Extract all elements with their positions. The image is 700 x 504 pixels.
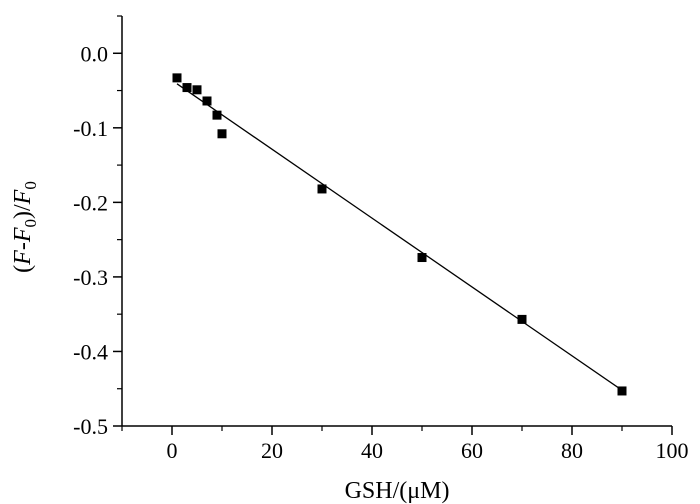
y-label-part: F xyxy=(10,189,36,205)
y-label-part: )/ xyxy=(10,204,36,219)
x-tick-label: 0 xyxy=(167,438,178,463)
data-point xyxy=(617,386,627,396)
tick-labels: 0 20 40 60 80 100 0.0 -0.1 -0.2 -0.3 -0.4 -0.5 xyxy=(73,41,688,463)
x-tick-label: 20 xyxy=(261,438,283,463)
data-points xyxy=(172,73,627,396)
y-tick-label: -0.5 xyxy=(73,414,108,439)
x-tick-label: 100 xyxy=(656,438,689,463)
y-axis-label: (F-F0)/F0 xyxy=(10,181,40,273)
data-point xyxy=(417,253,427,263)
y-label-part: - xyxy=(10,242,36,250)
data-point xyxy=(172,73,182,83)
ticks xyxy=(113,15,673,435)
data-point xyxy=(317,184,327,194)
y-label-part: F xyxy=(10,227,36,243)
data-point xyxy=(212,110,222,120)
x-tick-label: 80 xyxy=(561,438,583,463)
fit-line-group xyxy=(176,83,623,391)
x-tick-label: 40 xyxy=(361,438,383,463)
y-tick-label: -0.2 xyxy=(73,190,108,215)
y-label-part: 0 xyxy=(21,181,40,190)
y-tick-label: -0.1 xyxy=(73,116,108,141)
y-tick-label: -0.4 xyxy=(73,339,108,364)
axes xyxy=(121,16,672,427)
y-label-part: 0 xyxy=(21,219,40,228)
data-point xyxy=(182,83,192,93)
y-label-part: ( xyxy=(10,265,36,273)
x-axis-label: GSH/(μM) xyxy=(345,478,450,504)
data-point xyxy=(192,85,202,95)
y-tick-label: -0.3 xyxy=(73,265,108,290)
y-label-part: F xyxy=(10,250,36,266)
data-point xyxy=(517,314,527,324)
data-point xyxy=(202,96,212,106)
linear-fit-line xyxy=(176,83,623,391)
x-tick-label: 60 xyxy=(461,438,483,463)
y-tick-label: 0.0 xyxy=(81,41,109,66)
data-point xyxy=(217,129,227,139)
